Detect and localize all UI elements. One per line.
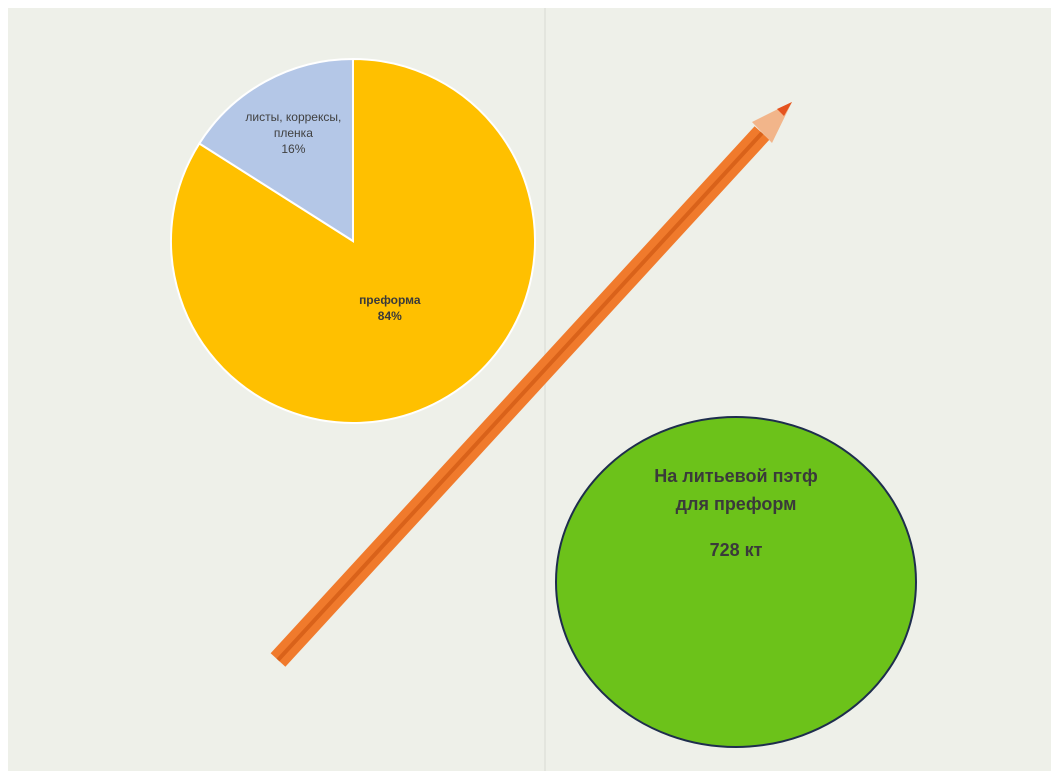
value-label: 84% (377, 308, 402, 323)
highlight-text: На литьевой пэтф для преформ 728 кт (646, 462, 826, 564)
note-value: 728 кт (709, 540, 763, 560)
note-text: На литьевой пэтф для преформ (654, 466, 818, 514)
pencil-lead (777, 102, 792, 116)
slice-label: преформа 84% (335, 292, 445, 324)
pencil-edge (276, 131, 764, 662)
slice-label: листы, коррексы, пленка 16% (238, 109, 348, 157)
category-label: листы, коррексы, пленка (245, 109, 342, 140)
pie-slice (197, 57, 354, 243)
highlight-circle (555, 416, 917, 748)
category-label: преформа (359, 292, 421, 307)
value-label: 16% (281, 141, 306, 156)
pie (170, 57, 536, 424)
pencil (270, 102, 792, 667)
